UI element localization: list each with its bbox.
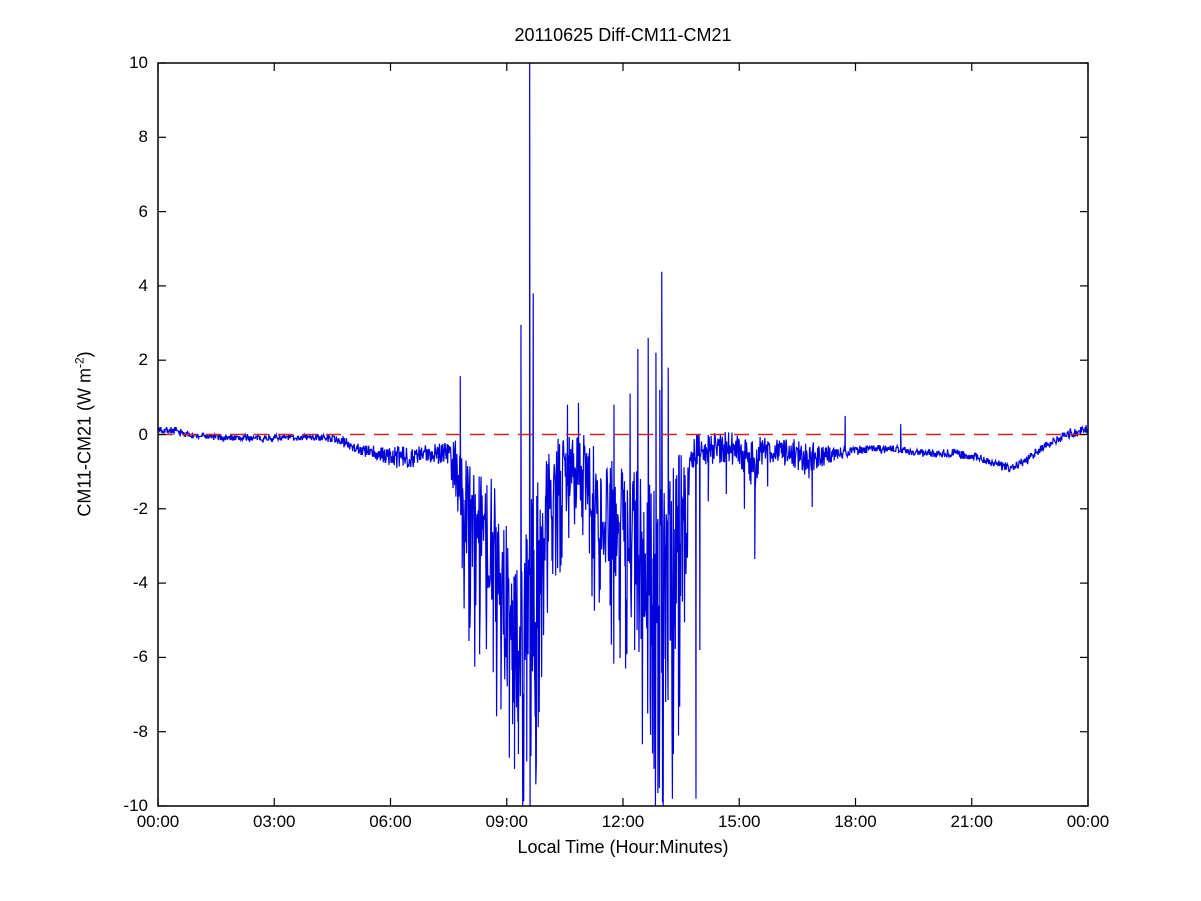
- y-tick-label: -2: [132, 498, 148, 518]
- y-tick-label: 8: [138, 127, 148, 147]
- x-tick-label: 00:00: [1066, 812, 1110, 831]
- y-tick-label: 0: [138, 424, 148, 444]
- data-series-path: [157, 62, 1089, 807]
- y-tick-label: -6: [132, 647, 148, 667]
- y-tick-label: -8: [132, 721, 148, 741]
- x-tick-label: 21:00: [950, 812, 994, 831]
- y-tick-label: -4: [132, 573, 148, 593]
- chart-title: 20110625 Diff-CM11-CM21: [514, 25, 732, 45]
- x-tick-label: 18:00: [834, 812, 877, 831]
- x-tick-label: 12:00: [601, 812, 645, 831]
- y-tick-label: 6: [138, 201, 148, 221]
- y-tick-label: -10: [123, 796, 148, 815]
- x-tick-label: 09:00: [485, 812, 529, 831]
- y-tick-label: 10: [129, 53, 148, 72]
- x-axis-label: Local Time (Hour:Minutes): [517, 837, 729, 857]
- y-tick-label: 4: [138, 275, 148, 295]
- x-tick-label: 03:00: [252, 812, 296, 831]
- x-tick-label: 00:00: [136, 812, 180, 831]
- y-tick-label: 2: [138, 350, 148, 370]
- x-tick-label: 06:00: [369, 812, 412, 831]
- x-tick-label: 15:00: [717, 812, 761, 831]
